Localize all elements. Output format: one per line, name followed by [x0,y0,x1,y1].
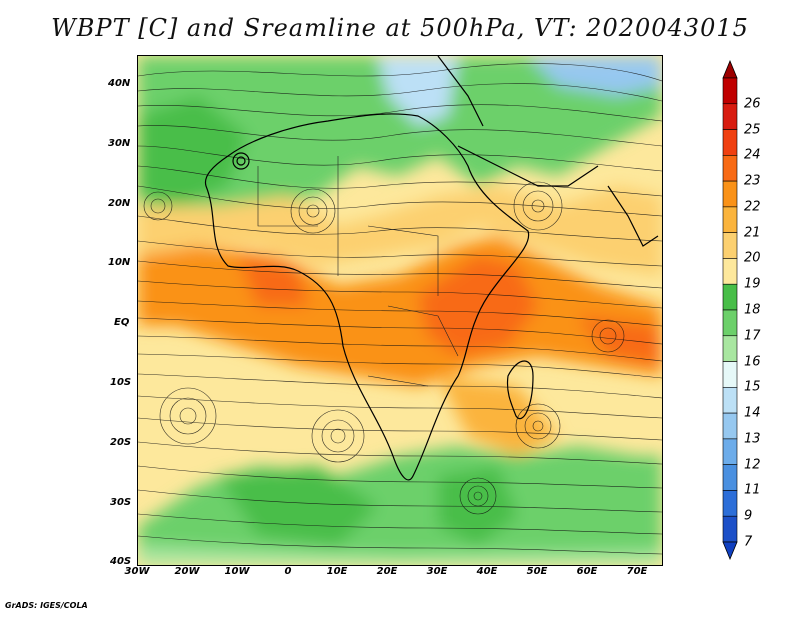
lon-label: 20W [174,566,200,577]
lat-label: 40N [108,78,131,89]
lat-label: 20S [110,437,132,448]
lat-label: 30S [110,497,132,508]
color-bar-label: 9 [744,508,753,524]
color-bar-swatch [722,490,738,517]
color-bar-label: 12 [744,457,761,473]
lon-label: 30W [124,566,150,577]
color-bar-swatch [722,438,738,465]
wbpt-field [138,56,662,565]
color-bar-label: 18 [744,302,761,318]
lat-label: 30N [108,138,131,149]
color-bar-swatch [722,180,738,208]
color-bar-top-arrow [722,60,738,79]
lon-label: 40E [476,566,498,577]
lon-label: 60E [576,566,598,577]
credit-text: GrADS: IGES/COLA [5,601,88,610]
color-bar-swatch [722,309,738,337]
color-bar-swatch [722,283,738,311]
color-bar-label: 23 [744,173,761,189]
lat-label: EQ [114,317,130,328]
color-bar-swatch [722,103,738,130]
color-bar-bottom-arrow [722,541,738,560]
coastlines [204,56,659,481]
color-bar-swatch [722,335,738,362]
color-bar-swatch [722,258,738,285]
color-bar-swatch [722,464,738,491]
lon-label: 20E [376,566,398,577]
lon-label: 50E [526,566,548,577]
color-bar-label: 20 [744,250,761,266]
color-bar-swatch [722,77,738,105]
map-panel [137,55,663,566]
color-bar-swatch [722,412,738,440]
color-bar-swatch [722,155,738,182]
color-bar-label: 15 [744,379,761,395]
color-bar-label: 14 [744,405,761,421]
color-bar-label: 25 [744,122,761,138]
color-bar-swatch [722,515,738,543]
color-bar-label: 16 [744,354,761,370]
color-bar-label: 21 [744,225,761,241]
color-bar-label: 17 [744,328,761,344]
color-bar-label: 11 [744,482,761,498]
color-bar-swatch [722,232,738,259]
color-bar-swatch [722,361,738,388]
lon-label: 30E [426,566,448,577]
color-bar-label: 19 [744,276,761,292]
color-bar-swatch [722,129,738,156]
lon-label: 70E [626,566,648,577]
color-bar-label: 22 [744,199,761,215]
lat-label: 40S [110,556,132,567]
color-bar-label: 26 [744,96,761,112]
lon-label: 10W [224,566,250,577]
lat-label: 10S [110,377,132,388]
lat-label: 10N [108,257,131,268]
map-title: WBPT [C] and Sreamline at 500hPa, VT: 20… [51,14,749,42]
lon-label: 10E [326,566,348,577]
color-bar-swatch [722,206,738,233]
color-bar-label: 24 [744,147,761,163]
color-bar [722,60,738,560]
color-bar-label: 13 [744,431,761,447]
color-bar-swatch [722,387,738,414]
color-bar-label: 7 [744,534,753,550]
lat-label: 20N [108,198,131,209]
lon-label: 0 [284,566,292,577]
